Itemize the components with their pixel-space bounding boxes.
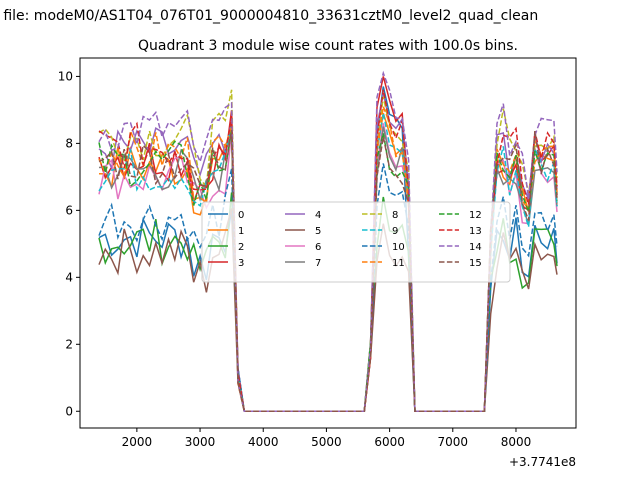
series-line-15 xyxy=(98,129,558,413)
x-axis: 2000 3000 4000 5000 6000 7000 8000 xyxy=(122,428,532,449)
x-tick-label: 2000 xyxy=(122,435,153,449)
chart-title: Quadrant 3 module wise count rates with … xyxy=(138,38,518,54)
y-tick-label: 8 xyxy=(65,136,73,150)
x-tick-label: 3000 xyxy=(185,435,216,449)
legend-entry-15: 15 xyxy=(469,258,482,269)
legend-entry-1: 1 xyxy=(238,226,244,237)
x-tick-label: 6000 xyxy=(374,435,405,449)
legend-entry-6: 6 xyxy=(315,242,321,253)
x-axis-offset-label: +3.7741e8 xyxy=(509,455,576,469)
legend-entry-14: 14 xyxy=(469,242,482,253)
series-line-11 xyxy=(98,103,558,413)
legend-entry-10: 10 xyxy=(392,242,405,253)
legend-entry-7: 7 xyxy=(315,258,321,269)
y-tick-label: 2 xyxy=(65,337,73,351)
legend-entry-13: 13 xyxy=(469,226,482,237)
y-tick-label: 6 xyxy=(65,203,73,217)
figure-suptitle: n file: modeM0/AS1T04_076T01_9000004810_… xyxy=(0,8,538,24)
legend-box xyxy=(201,201,511,283)
x-tick-label: 8000 xyxy=(501,435,532,449)
legend-entry-8: 8 xyxy=(392,210,398,221)
legend-entry-9: 9 xyxy=(392,226,398,237)
y-axis: 0 2 4 6 8 10 xyxy=(58,69,80,418)
legend-entry-4: 4 xyxy=(315,210,321,221)
y-tick-label: 4 xyxy=(65,270,73,284)
legend-entry-5: 5 xyxy=(315,226,321,237)
legend-entry-2: 2 xyxy=(238,242,244,253)
y-tick-label: 10 xyxy=(58,69,73,83)
legend-entry-3: 3 xyxy=(238,258,244,269)
x-tick-label: 4000 xyxy=(248,435,279,449)
y-tick-label: 0 xyxy=(65,404,73,418)
legend-entry-0: 0 xyxy=(238,210,244,221)
legend-entry-12: 12 xyxy=(469,210,482,221)
x-tick-label: 5000 xyxy=(311,435,342,449)
legend-entry-11: 11 xyxy=(392,258,405,269)
axes-border xyxy=(79,57,577,429)
series-layer xyxy=(98,70,558,413)
x-tick-label: 7000 xyxy=(438,435,469,449)
